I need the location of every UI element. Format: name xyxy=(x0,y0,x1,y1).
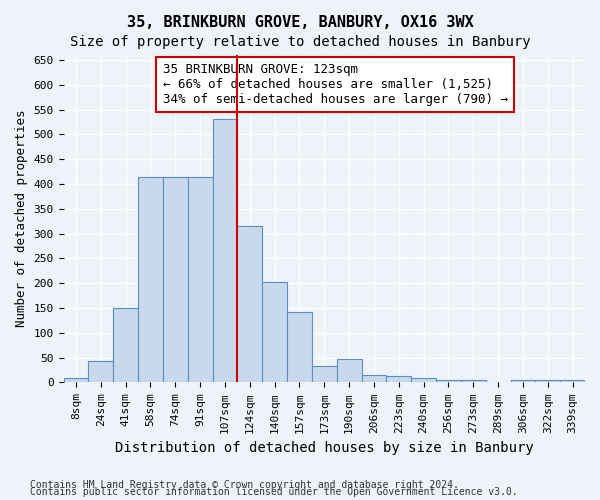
Text: 35, BRINKBURN GROVE, BANBURY, OX16 3WX: 35, BRINKBURN GROVE, BANBURY, OX16 3WX xyxy=(127,15,473,30)
Bar xyxy=(64,378,88,382)
Bar xyxy=(238,226,262,382)
Text: Size of property relative to detached houses in Banbury: Size of property relative to detached ho… xyxy=(70,35,530,49)
Bar xyxy=(535,380,560,382)
Bar xyxy=(113,308,138,382)
Bar xyxy=(511,380,535,382)
Y-axis label: Number of detached properties: Number of detached properties xyxy=(15,110,28,328)
Text: Contains HM Land Registry data © Crown copyright and database right 2024.: Contains HM Land Registry data © Crown c… xyxy=(30,480,459,490)
Bar xyxy=(287,312,312,382)
Text: 35 BRINKBURN GROVE: 123sqm
← 66% of detached houses are smaller (1,525)
34% of s: 35 BRINKBURN GROVE: 123sqm ← 66% of deta… xyxy=(163,63,508,106)
Bar xyxy=(461,380,485,382)
Bar xyxy=(188,176,212,382)
Bar xyxy=(262,282,287,382)
Bar xyxy=(560,380,585,382)
Bar xyxy=(411,378,436,382)
Bar xyxy=(88,360,113,382)
Bar xyxy=(312,366,337,382)
Bar xyxy=(386,376,411,382)
Bar xyxy=(138,176,163,382)
Bar xyxy=(163,176,188,382)
Bar xyxy=(212,120,238,382)
Text: Contains public sector information licensed under the Open Government Licence v3: Contains public sector information licen… xyxy=(30,487,518,497)
Bar xyxy=(362,376,386,382)
Bar xyxy=(436,380,461,382)
X-axis label: Distribution of detached houses by size in Banbury: Distribution of detached houses by size … xyxy=(115,441,533,455)
Bar xyxy=(337,358,362,382)
